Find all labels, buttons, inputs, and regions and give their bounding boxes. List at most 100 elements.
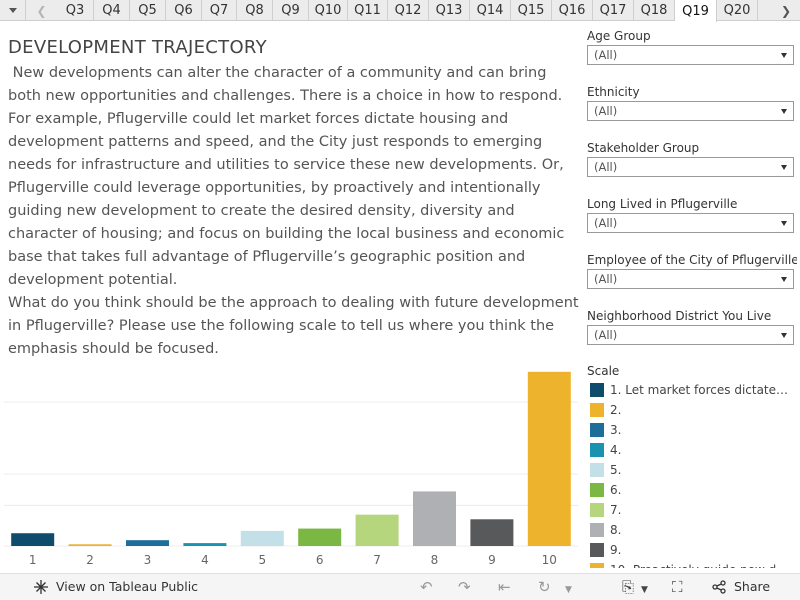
tab-q4[interactable]: Q4 [94,0,130,21]
legend-item[interactable]: 10. Proactively guide new d... [587,560,797,568]
dropdown-arrow-icon [781,276,787,282]
tab-q5[interactable]: Q5 [130,0,166,21]
tab-q3[interactable]: Q3 [57,0,94,21]
filter-label: Age Group [587,29,651,43]
filter-dropdown[interactable]: (All) [587,269,794,289]
share-label: Share [734,579,771,594]
filter-value: (All) [594,216,618,230]
filter-group: Ethnicity (All) [587,84,797,140]
filter-value: (All) [594,48,618,62]
filter-group: Neighborhood District You Live (All) [587,308,797,364]
filter-dropdown[interactable]: (All) [587,213,794,233]
x-tick-label: 10 [542,553,557,567]
tab-q11[interactable]: Q11 [348,0,388,21]
share-button[interactable]: Share [712,579,770,594]
bar-6[interactable] [298,528,342,546]
legend-item[interactable]: 1. Let market forces dictate ... [587,380,797,400]
tab-q9[interactable]: Q9 [273,0,309,21]
filter-group: Employee of the City of Pflugerville (All… [587,252,797,308]
bar-5[interactable] [240,530,284,546]
filter-group: Stakeholder Group (All) [587,140,797,196]
tab-q15[interactable]: Q15 [511,0,552,21]
refresh-icon[interactable]: ↻ [538,578,551,596]
tab-q12[interactable]: Q12 [388,0,429,21]
tab-q16[interactable]: Q16 [552,0,593,21]
filter-dropdown[interactable]: (All) [587,45,794,65]
legend-label: 6. [610,483,622,497]
x-tick-label: 2 [86,553,94,567]
tab-q7[interactable]: Q7 [202,0,237,21]
legend-swatch [590,463,604,477]
legend-item[interactable]: 7. [587,500,797,520]
tab-q17[interactable]: Q17 [593,0,634,21]
tab-q13[interactable]: Q13 [429,0,470,21]
bar-10[interactable] [527,371,571,546]
legend-item[interactable]: 8. [587,520,797,540]
legend-item[interactable]: 9. [587,540,797,560]
sheet-tab-bar: ❮ Q3 Q4 Q5 Q6 Q7 Q8 Q9 Q10 Q11 Q12 Q13 Q14 Q15 Q16 Q17… [0,0,800,22]
filter-dropdown[interactable]: (All) [587,157,794,177]
x-tick-label: 7 [373,553,381,567]
tab-menu-button[interactable] [0,0,26,21]
filter-label: Stakeholder Group [587,141,700,155]
refresh-dropdown-icon[interactable]: ▼ [565,585,572,595]
revert-icon[interactable]: ⇤ [498,578,511,596]
tab-q18[interactable]: Q18 [634,0,675,21]
download-icon[interactable]: ⎘ [622,578,635,596]
filter-label: Neighborhood District You Live [587,309,772,323]
filter-dropdown[interactable]: (All) [587,325,794,345]
legend-swatch [590,563,604,568]
bar-9[interactable] [470,519,514,546]
tab-scroll-left-icon[interactable]: ❮ [36,3,47,18]
legend-label: 9. [610,543,622,557]
view-on-tableau-label: View on Tableau Public [56,579,199,594]
legend-item[interactable]: 6. [587,480,797,500]
tab-scroll-right-icon[interactable]: ❯ [780,3,792,18]
download-dropdown-icon[interactable]: ▼ [641,585,648,595]
tab-q8[interactable]: Q8 [237,0,273,21]
legend-title: Scale [587,364,620,378]
tab-q20[interactable]: Q20 [717,0,758,21]
legend-swatch [590,383,604,397]
undo-icon[interactable]: ↶ [420,578,433,596]
legend-item[interactable]: 2. [587,400,797,420]
legend-swatch [590,443,604,457]
view-on-tableau-link[interactable]: View on Tableau Public [34,579,198,594]
legend-label: 7. [610,503,622,517]
tab-q14[interactable]: Q14 [470,0,511,21]
filter-value: (All) [594,104,618,118]
bar-3[interactable] [126,540,169,546]
bar-4[interactable] [183,543,227,546]
tab-q10[interactable]: Q10 [309,0,348,21]
x-tick-label: 3 [144,553,152,567]
filter-label: Ethnicity [587,85,640,99]
x-tick-label: 4 [201,553,209,567]
legend-item[interactable]: 5. [587,460,797,480]
filter-label: Employee of the City of Pflugerville [587,253,797,267]
legend-swatch [590,523,604,537]
filter-dropdown[interactable]: (All) [587,101,794,121]
x-tick-label: 5 [258,553,266,567]
x-tick-label: 9 [488,553,496,567]
dropdown-arrow-icon [781,164,787,170]
fullscreen-icon[interactable]: ⛶ [672,578,683,596]
bar-chart: 1 2 3 4 5 6 7 8 9 10 [4,371,578,567]
share-icon [712,579,726,594]
tab-q19[interactable]: Q19 [675,0,717,22]
legend-label: 8. [610,523,622,537]
page-title: DEVELOPMENT TRAJECTORY [8,37,267,58]
legend-swatch [590,503,604,517]
legend-label: 1. Let market forces dictate ... [610,383,790,397]
x-tick-label: 1 [29,553,37,567]
dropdown-arrow-icon [781,220,787,226]
scale-legend: Scale 1. Let market forces dictate ... 2.… [587,362,797,568]
legend-item[interactable]: 4. [587,440,797,460]
legend-item[interactable]: 3. [587,420,797,440]
bar-7[interactable] [355,514,399,546]
tab-q6[interactable]: Q6 [166,0,202,21]
x-tick-label: 6 [316,553,324,567]
bar-8[interactable] [413,491,456,546]
bar-1[interactable] [11,533,55,546]
bar-2[interactable] [68,544,112,546]
redo-icon[interactable]: ↷ [458,578,471,596]
